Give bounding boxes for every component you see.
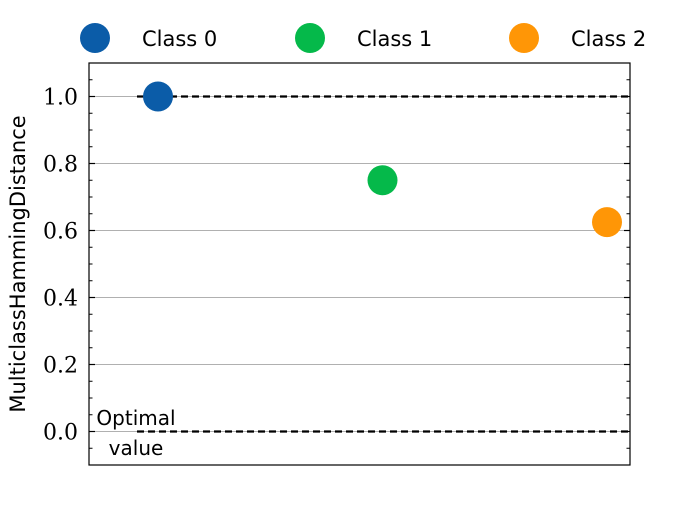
reference-lines — [137, 95, 630, 433]
legend-label: Class 2 — [571, 27, 646, 51]
plot-frame — [88, 62, 631, 466]
data-points — [143, 81, 622, 238]
data-point-class-1 — [367, 165, 398, 196]
legend-marker — [80, 23, 110, 53]
y-tick-label: 0.6 — [43, 220, 78, 245]
data-point-class-0 — [143, 81, 173, 112]
y-tick-label: 0.2 — [43, 354, 78, 379]
legend-marker — [509, 23, 539, 53]
y-axis-label: MulticlassHammingDistance — [6, 115, 30, 412]
y-tick-label: 0.8 — [43, 153, 78, 178]
y-axis-ticks — [89, 62, 630, 466]
data-point-class-2 — [592, 207, 622, 238]
y-tick-label: 1.0 — [43, 86, 78, 111]
grid-lines — [89, 96, 630, 432]
legend-label: Class 1 — [357, 27, 432, 51]
y-tick-label: 0.0 — [43, 421, 78, 446]
legend-marker — [295, 23, 325, 53]
legend: Class 0 Class 1 Class 2 — [80, 23, 646, 53]
optimal-annotation-line1: Optimal — [96, 406, 175, 430]
optimal-annotation-line2: value — [109, 436, 164, 460]
y-axis-tick-labels: 0.0 0.2 0.4 0.6 0.8 1.0 — [43, 86, 78, 446]
y-tick-label: 0.4 — [43, 287, 78, 312]
legend-label: Class 0 — [142, 27, 217, 51]
